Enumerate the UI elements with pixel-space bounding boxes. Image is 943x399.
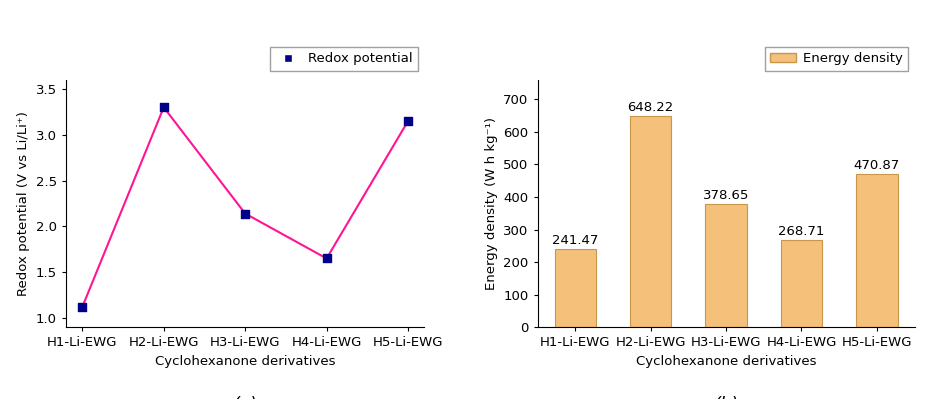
Point — [74, 304, 90, 310]
X-axis label: Cyclohexanone derivatives: Cyclohexanone derivatives — [636, 355, 817, 368]
Text: (a): (a) — [233, 397, 257, 399]
Point — [157, 104, 172, 111]
X-axis label: Cyclohexanone derivatives: Cyclohexanone derivatives — [155, 355, 336, 368]
Text: (b): (b) — [714, 397, 738, 399]
Bar — [781, 240, 822, 327]
Text: 648.22: 648.22 — [628, 101, 674, 114]
Bar — [705, 204, 747, 327]
Point — [238, 210, 253, 217]
Point — [319, 255, 334, 262]
Text: 268.71: 268.71 — [778, 225, 825, 238]
Bar — [554, 249, 596, 327]
Text: 241.47: 241.47 — [553, 234, 599, 247]
Y-axis label: Energy density (W h kg⁻¹): Energy density (W h kg⁻¹) — [485, 117, 498, 290]
Text: 378.65: 378.65 — [703, 189, 750, 202]
Bar — [630, 116, 671, 327]
Y-axis label: Redox potential (V vs Li/Li⁺): Redox potential (V vs Li/Li⁺) — [17, 111, 30, 296]
Bar — [856, 174, 898, 327]
Text: 470.87: 470.87 — [853, 159, 900, 172]
Point — [401, 118, 416, 124]
Legend: Redox potential: Redox potential — [270, 47, 418, 71]
Legend: Energy density: Energy density — [765, 47, 908, 71]
